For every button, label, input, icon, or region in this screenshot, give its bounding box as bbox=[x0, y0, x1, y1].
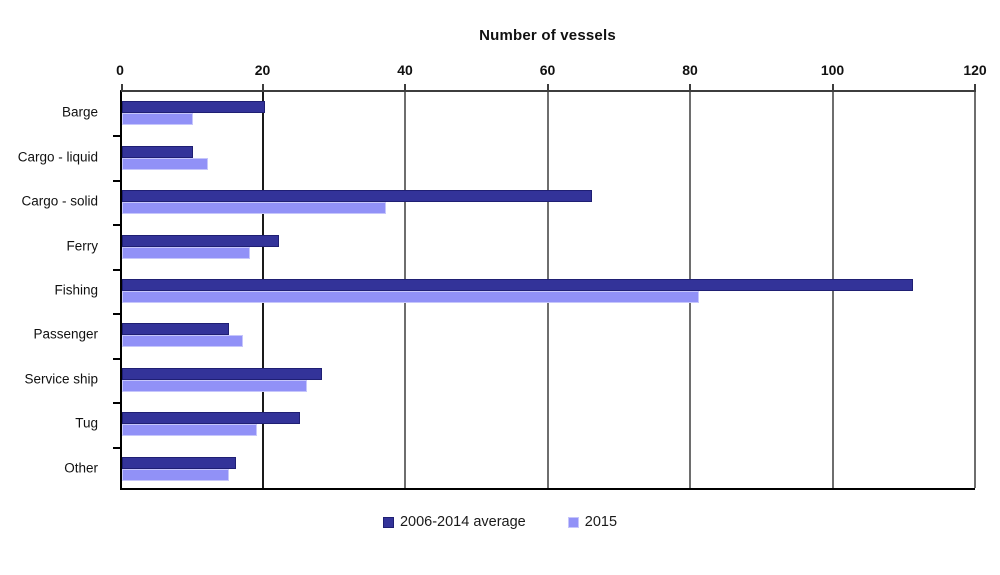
legend-swatch-icon bbox=[382, 516, 394, 528]
bar-y2015 bbox=[122, 335, 244, 348]
category-label: Barge bbox=[61, 104, 98, 120]
category-axis-tick bbox=[113, 224, 122, 227]
axis-tick bbox=[261, 84, 264, 92]
legend-swatch-icon bbox=[567, 516, 579, 528]
axis-tick bbox=[689, 84, 691, 92]
bar-y2015 bbox=[122, 468, 229, 481]
gridline bbox=[974, 92, 976, 488]
bar-y2015 bbox=[122, 113, 194, 126]
axis-tick bbox=[831, 84, 834, 92]
legend-item: 2006-2014 average bbox=[382, 514, 526, 530]
category-row bbox=[122, 270, 975, 314]
category-row bbox=[122, 181, 975, 225]
bar-average bbox=[122, 190, 593, 203]
category-label: Other bbox=[64, 460, 98, 476]
x-tick-label: 80 bbox=[682, 62, 698, 78]
bar-y2015 bbox=[122, 290, 700, 303]
axis-tick bbox=[404, 84, 406, 92]
bar-average bbox=[122, 456, 236, 469]
category-label: Fishing bbox=[54, 282, 98, 298]
category-axis-tick bbox=[113, 268, 122, 271]
x-tick-label: 60 bbox=[539, 62, 556, 78]
bar-y2015 bbox=[122, 157, 208, 170]
category-label: Passenger bbox=[33, 326, 98, 342]
category-axis-tick bbox=[113, 402, 122, 405]
bar-average bbox=[122, 323, 229, 336]
category-label: Tug bbox=[75, 415, 98, 431]
category-axis-tick bbox=[113, 446, 122, 449]
x-tick-label: 20 bbox=[254, 62, 271, 78]
bar-average bbox=[122, 367, 322, 380]
x-tick-label: 40 bbox=[397, 62, 413, 78]
category-label: Cargo - solid bbox=[21, 193, 98, 209]
axis-tick bbox=[546, 84, 549, 92]
category-row bbox=[122, 136, 975, 180]
axis-tick bbox=[121, 84, 123, 92]
bar-y2015 bbox=[122, 379, 308, 392]
category-row bbox=[122, 314, 975, 358]
category-label: Cargo - liquid bbox=[17, 149, 98, 165]
category-axis-tick bbox=[113, 313, 122, 316]
legend: 2006-2014 average 2015 bbox=[0, 514, 1000, 530]
bar-average bbox=[122, 412, 301, 425]
category-row bbox=[122, 92, 975, 136]
bar-y2015 bbox=[122, 246, 251, 259]
category-row bbox=[122, 359, 975, 403]
axis-tick bbox=[974, 84, 976, 92]
legend-label: 2015 bbox=[584, 514, 618, 530]
bar-y2015 bbox=[122, 424, 258, 437]
x-tick-label: 120 bbox=[963, 62, 987, 78]
bar-average bbox=[122, 278, 913, 291]
legend-item: 2015 bbox=[567, 514, 618, 530]
category-axis-tick bbox=[113, 135, 122, 138]
category-label: Service ship bbox=[24, 371, 98, 387]
bar-average bbox=[122, 145, 194, 158]
legend-label: 2006-2014 average bbox=[399, 514, 526, 530]
category-row bbox=[122, 403, 975, 447]
bar-average bbox=[122, 101, 265, 114]
category-row bbox=[122, 448, 975, 492]
category-axis-tick bbox=[113, 179, 122, 182]
bar-y2015 bbox=[122, 202, 386, 215]
y-axis-category-labels: Barge Cargo - liquid Cargo - solid Ferry Fis… bbox=[0, 90, 112, 490]
chart-title: Number of vessels bbox=[479, 27, 616, 44]
x-tick-label: 0 bbox=[116, 62, 124, 78]
category-label: Ferry bbox=[66, 238, 99, 254]
category-axis-tick bbox=[113, 357, 122, 360]
x-axis-tick-labels: 0 20 40 60 80 100 120 bbox=[116, 62, 987, 82]
x-tick-label: 100 bbox=[820, 62, 845, 78]
category-row bbox=[122, 225, 975, 269]
plot-area bbox=[113, 84, 976, 492]
bar-average bbox=[122, 234, 279, 247]
